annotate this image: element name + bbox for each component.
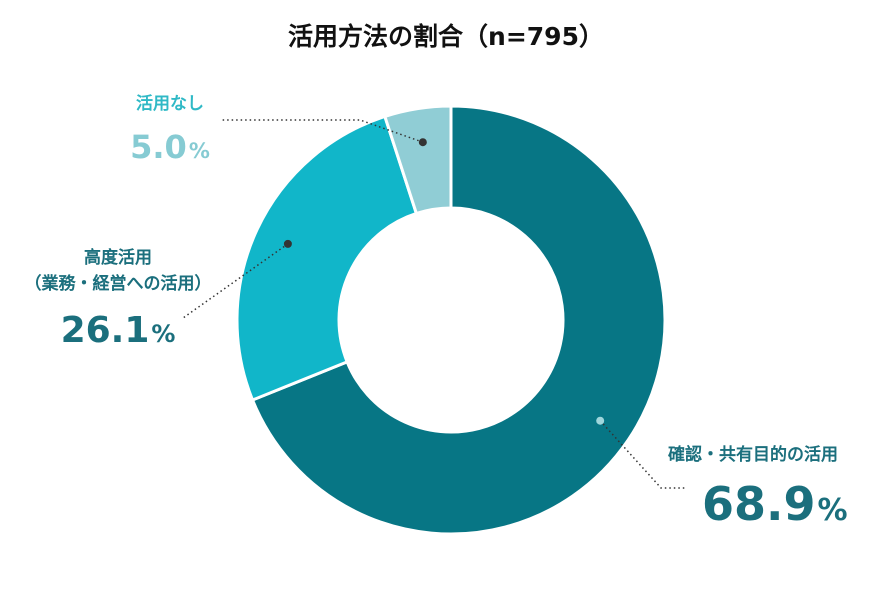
chart-title: 活用方法の割合（n=795）	[288, 22, 604, 51]
slice-value-0: 68.9%	[702, 477, 848, 531]
slice-labels: 確認・共有目的の活用 68.9% 高度活用（業務・経営への活用） 26.1% 活用なし 5…	[25, 93, 848, 531]
slice-label-2: 活用なし	[136, 93, 204, 114]
donut-slices	[235, 104, 667, 536]
leader-line-2	[222, 119, 424, 143]
slice-label-1: 高度活用（業務・経営への活用）	[25, 247, 212, 294]
slice-label-0: 確認・共有目的の活用	[668, 444, 838, 465]
leader-dot-1	[283, 239, 292, 248]
leader-line-0	[599, 420, 686, 489]
donut-slice-0	[251, 104, 667, 536]
leader-line-1	[182, 243, 289, 319]
leader-dot-2	[418, 138, 427, 147]
donut-slice-1	[235, 114, 418, 402]
slice-value-1: 26.1%	[61, 310, 176, 351]
leader-lines	[182, 119, 686, 489]
slice-value-2: 5.0%	[130, 128, 210, 166]
donut-slice-2	[383, 104, 453, 215]
leader-dot-0	[596, 416, 605, 425]
